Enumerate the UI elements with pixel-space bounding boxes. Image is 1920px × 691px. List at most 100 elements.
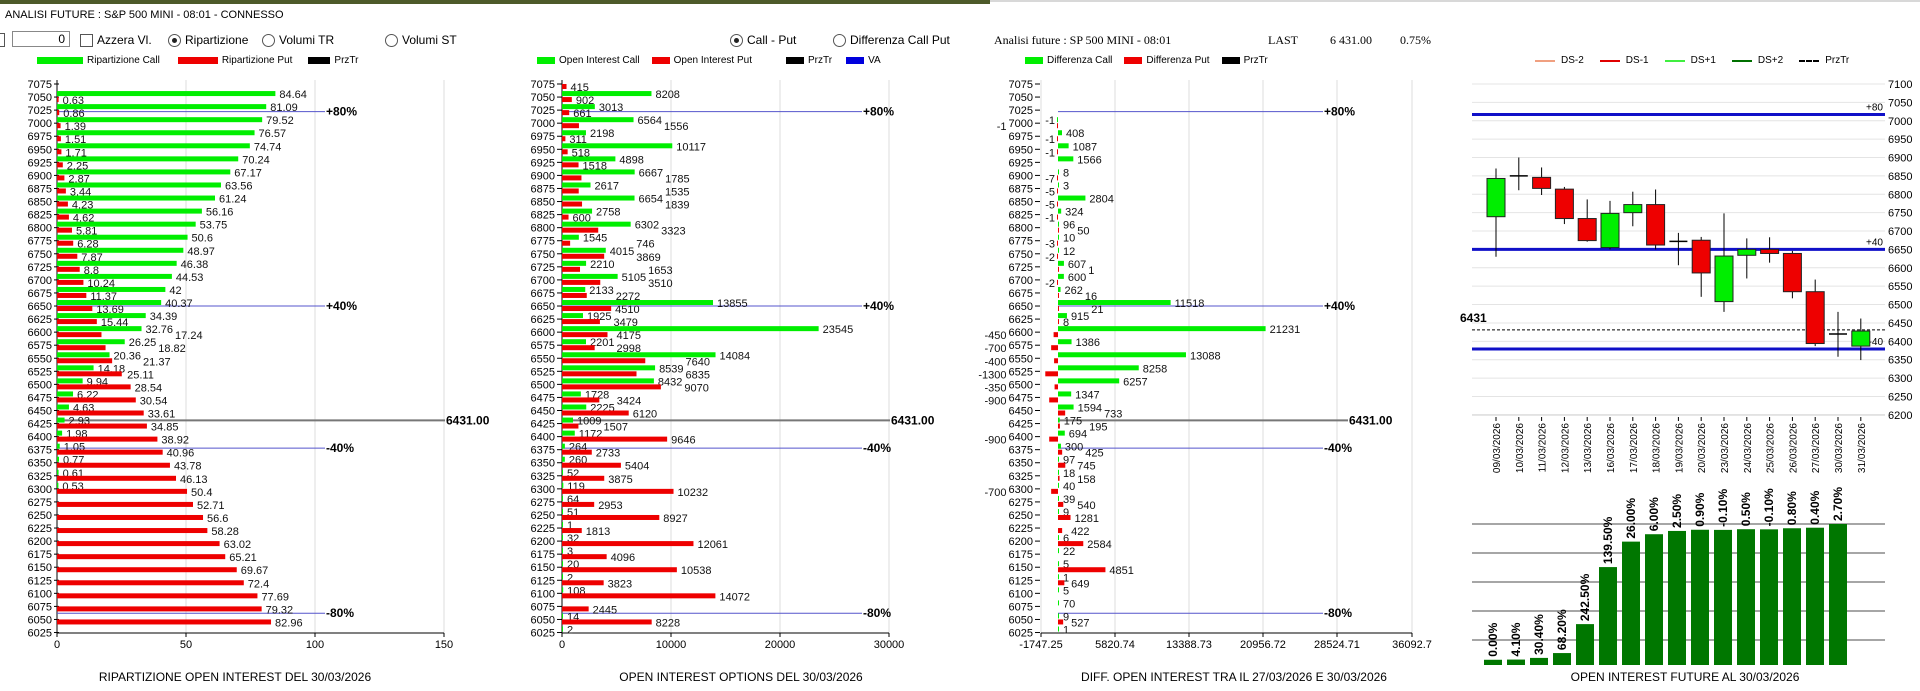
legend-swatch-put	[651, 57, 670, 64]
call-bar	[562, 482, 564, 488]
y-tick-label: 6825	[531, 210, 555, 222]
y-tick-label: 6600	[1009, 327, 1033, 339]
y-tick-label: 6275	[28, 497, 52, 509]
put-bar	[57, 371, 122, 377]
reset-checkbox[interactable]: Azzera Vl.	[80, 33, 152, 47]
radio-ripartizione[interactable]: Ripartizione	[168, 33, 248, 47]
band-label: +40	[1866, 237, 1883, 248]
y-tick-label: 6100	[28, 588, 52, 600]
y-tick-label: 7100	[1888, 79, 1912, 91]
put-bar	[1058, 501, 1064, 507]
call-bar	[1058, 300, 1171, 306]
radio-volumi-tr[interactable]: Volumi TR	[262, 33, 334, 47]
put-bar-label: 2445	[593, 604, 617, 616]
put-bar-label: 12061	[697, 539, 728, 551]
put-bar-label: 158	[1077, 474, 1095, 486]
put-bar-label: 1813	[586, 526, 610, 538]
call-bar-label: 67.17	[234, 167, 262, 179]
legend-label: DS-1	[1625, 55, 1649, 66]
call-bar	[562, 300, 714, 306]
put-bar	[1057, 253, 1058, 259]
call-bar-label: 8	[1063, 167, 1069, 179]
put-bar-label: 4.62	[73, 213, 94, 225]
call-bar	[1058, 482, 1059, 488]
put-bar	[562, 371, 637, 377]
call-bar	[562, 169, 635, 175]
legend-label: Open Interest Put	[673, 55, 752, 66]
radio-dot[interactable]	[730, 33, 743, 47]
y-tick-label: 6775	[531, 236, 555, 248]
call-bar-label: 40.37	[165, 298, 193, 310]
call-bar	[1058, 234, 1059, 240]
y-tick-label: 6075	[531, 601, 555, 613]
call-bar-label: 13088	[1190, 350, 1221, 362]
put-bar	[1057, 175, 1058, 181]
level-line-label: -40%	[863, 441, 891, 455]
checkbox-box[interactable]	[80, 33, 93, 47]
cut-checkbox[interactable]	[0, 33, 5, 47]
level-line-label: -40%	[1324, 441, 1352, 455]
x-tick-label: 20956.72	[1240, 639, 1286, 651]
y-tick-label: 6225	[531, 523, 555, 535]
date-label: 24/03/2026	[1743, 423, 1754, 473]
put-bar	[1057, 279, 1058, 285]
put-bar-label: 79.32	[266, 604, 294, 616]
y-tick-label: 6500	[1888, 300, 1912, 312]
call-bar-label: 18	[1063, 468, 1075, 480]
y-tick-label: 7050	[1009, 92, 1033, 104]
put-bar-label: 10538	[681, 565, 712, 577]
radio-call-put[interactable]: Call - Put	[730, 33, 796, 47]
put-bar-label: -1	[997, 121, 1007, 133]
y-tick-label: 6850	[1888, 171, 1912, 183]
put-bar-label: 422	[1071, 526, 1089, 538]
put-bar-label: 1	[1088, 265, 1094, 277]
put-bar-label: -2	[1045, 252, 1055, 264]
y-tick-label: 6800	[1888, 189, 1912, 201]
value-input[interactable]: 0	[12, 31, 70, 47]
level-line-label: -80%	[863, 606, 891, 620]
y-tick-label: 6475	[28, 392, 52, 404]
level-line-label: +40%	[1324, 299, 1355, 313]
put-bar	[562, 345, 595, 351]
legend-line-ds+1	[1664, 59, 1685, 62]
x-tick-label: 30000	[874, 639, 905, 651]
future-oi-bar	[1760, 529, 1778, 665]
y-tick-label: 6175	[531, 549, 555, 561]
radio-dot[interactable]	[385, 33, 398, 47]
put-bar	[1054, 358, 1058, 364]
call-bar-label: 21231	[1270, 324, 1301, 336]
put-bar	[1058, 449, 1063, 455]
radio-dot[interactable]	[262, 33, 275, 47]
radio-differenza-call-put[interactable]: Differenza Call Put	[833, 33, 950, 47]
put-bar-label: 33.61	[148, 409, 176, 421]
put-bar-label: 311	[569, 134, 587, 146]
call-bar-label: 20.36	[114, 350, 142, 362]
call-bar-label: 40	[1063, 481, 1075, 493]
put-bar	[562, 214, 569, 220]
call-bar	[562, 456, 565, 462]
put-bar-label: 600	[573, 213, 591, 225]
put-bar	[57, 514, 204, 520]
call-bar	[57, 404, 69, 410]
level-line-label: -80%	[1324, 606, 1352, 620]
candle-body	[1532, 176, 1552, 189]
put-bar	[57, 175, 65, 181]
radio-dot[interactable]	[168, 33, 181, 47]
radio-dot[interactable]	[833, 33, 846, 47]
y-tick-label: 6150	[531, 562, 555, 574]
put-bar-label: 3875	[608, 474, 632, 486]
call-bar	[1058, 195, 1086, 201]
put-bar-label: 2272	[616, 291, 640, 303]
date-label: 31/03/2026	[1857, 423, 1868, 473]
future-oi-pct-label: 0.90%	[1693, 492, 1707, 526]
put-bar-label: 50.4	[191, 487, 212, 499]
future-oi-pct-label: 139.50%	[1601, 516, 1615, 564]
call-bar	[562, 352, 716, 358]
y-tick-label: 6850	[1009, 197, 1033, 209]
radio-volumi-st[interactable]: Volumi ST	[385, 33, 457, 47]
legend-label: DS+1	[1690, 55, 1716, 66]
call-bar-label: 1	[1063, 572, 1069, 584]
call-bar-label: 4015	[610, 246, 634, 258]
call-bar	[1058, 378, 1120, 384]
put-bar-label: 1507	[603, 422, 627, 434]
